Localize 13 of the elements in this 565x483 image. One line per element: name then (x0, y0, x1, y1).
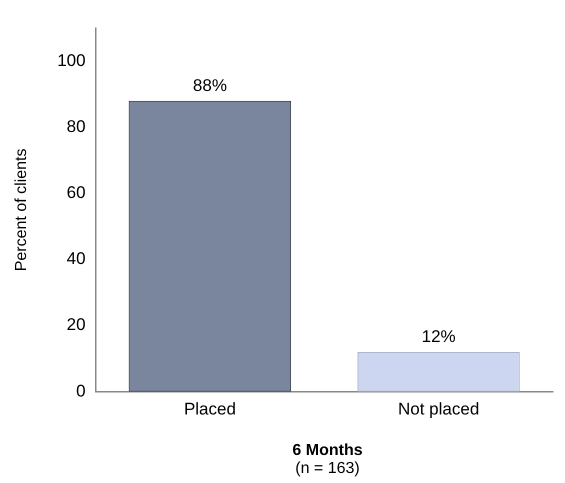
y-tick-label: 80 (66, 116, 86, 136)
y-tick-label: 60 (66, 183, 86, 202)
x-tick-label: Not placed (398, 399, 480, 418)
data-label: 88% (192, 76, 227, 96)
y-tick-label: 40 (66, 249, 86, 268)
y-tick-label: 100 (57, 50, 86, 70)
x-tick-label: Placed (184, 399, 236, 418)
text: (n = 163) (294, 460, 361, 478)
y-axis-title: Percent of clients (13, 148, 30, 272)
y-tick-label: 20 (66, 315, 86, 334)
data-label: 12% (422, 327, 456, 346)
x-axis-title: 6 Months (291, 442, 364, 460)
y-tick-label: 0 (76, 381, 86, 400)
